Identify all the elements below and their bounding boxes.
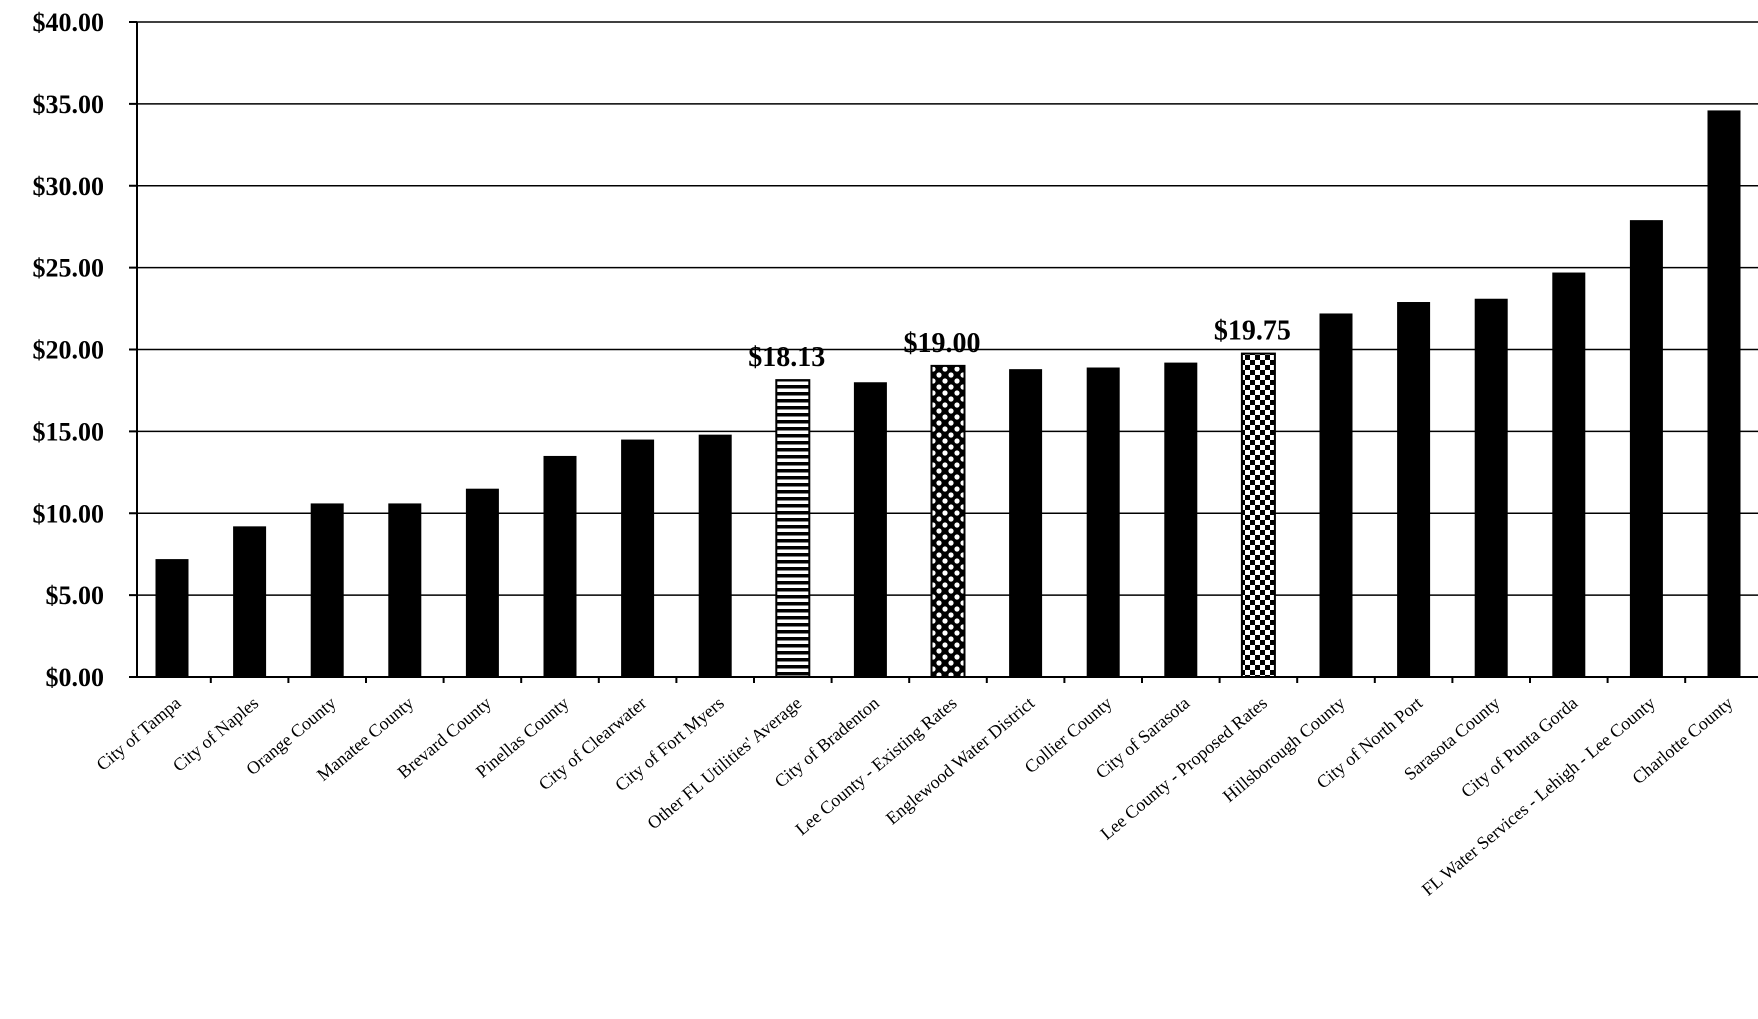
- bar: [1629, 220, 1663, 677]
- bar: [1319, 313, 1353, 677]
- y-tick-label: $40.00: [33, 8, 105, 37]
- bar: [853, 382, 887, 677]
- y-tick-label: $15.00: [33, 417, 105, 446]
- bar: [698, 434, 732, 677]
- bar: [1086, 367, 1120, 677]
- bar: [1240, 352, 1276, 678]
- data-label: $19.75: [1214, 316, 1291, 347]
- data-labels: $18.13 $19.00 $19.75: [748, 316, 1291, 374]
- bar: [1164, 362, 1198, 677]
- y-tick-label: $30.00: [33, 172, 105, 201]
- y-tick-label: $0.00: [46, 663, 105, 692]
- bar: [1552, 272, 1586, 677]
- bar: [775, 379, 811, 678]
- bar: [543, 455, 577, 677]
- x-tick-label: Englewood Water District: [882, 693, 1038, 829]
- y-axis-ticks: $0.00 $5.00 $10.00 $15.00 $20.00 $25.00 $30.00…: [33, 8, 105, 692]
- bar: [388, 503, 422, 677]
- bar: [233, 526, 267, 677]
- y-tick-label: $25.00: [33, 254, 105, 283]
- bar: [155, 559, 189, 677]
- bar: [930, 364, 966, 678]
- bar: [1707, 110, 1741, 678]
- y-tick-label: $10.00: [33, 499, 105, 528]
- y-tick-label: $5.00: [46, 581, 105, 610]
- y-tick-label: $35.00: [33, 90, 105, 119]
- bars: [155, 110, 1741, 683]
- data-label: $19.00: [904, 328, 981, 359]
- bar: [1009, 369, 1043, 677]
- bar: [621, 439, 655, 677]
- x-tick-label: Other FL Utilities' Average: [643, 693, 805, 833]
- x-tick-label: Lee County - Existing Rates: [791, 693, 960, 839]
- bar: [1474, 298, 1508, 677]
- bar: [1397, 302, 1431, 677]
- bar: [310, 503, 344, 677]
- bar: [465, 488, 499, 677]
- y-tick-label: $20.00: [33, 336, 105, 365]
- data-label: $18.13: [748, 342, 825, 373]
